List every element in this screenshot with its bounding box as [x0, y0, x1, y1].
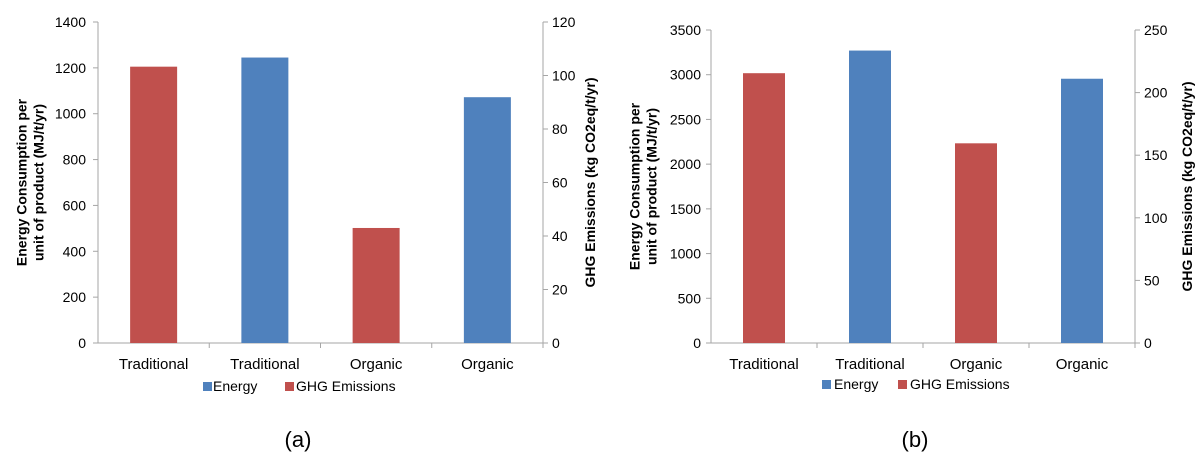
chart1: 0 200 400 600 800 1000 1200 1400 0 20 40 60 80 100 120… — [14, 14, 599, 452]
chart2-y2-tick-label: 50 — [1144, 272, 1160, 288]
chart2-category-label: Traditional — [835, 356, 904, 373]
chart1-y2-tick-label: 100 — [552, 68, 576, 84]
chart2-category-label: Traditional — [729, 356, 798, 373]
chart2-energy-bar — [1061, 78, 1103, 343]
chart2-y-axis-title-line: Energy Consumption per — [627, 102, 643, 270]
chart1-y-tick-label: 1000 — [55, 106, 86, 122]
chart1-y2-tick-label: 60 — [552, 175, 568, 191]
chart2-y2-tick-label: 150 — [1144, 147, 1168, 163]
chart1-y2-axis-title: GHG Emissions (kg CO2eq/t/yr) — [582, 77, 598, 287]
chart1-y2-tick-label: 80 — [552, 121, 568, 137]
chart1-y2-tick-label: 20 — [552, 282, 568, 298]
chart2-y-axis-title-line: unit of product (MJ/t/yr) — [644, 108, 660, 265]
chart1-y-axis-title: Energy Consumption per unit of product (M… — [14, 98, 47, 266]
chart2-legend-swatch — [898, 380, 907, 389]
chart2-y-tick-label: 2500 — [670, 111, 701, 127]
chart1-y-tick-label: 600 — [63, 197, 87, 213]
chart1-caption: (a) — [285, 427, 312, 452]
chart1-ghg-emissions-bar — [130, 66, 178, 344]
chart2-legend: Energy GHG Emissions — [822, 376, 1010, 392]
chart2-legend-label: GHG Emissions — [910, 376, 1010, 392]
chart1-y-tick-label: 800 — [63, 152, 87, 168]
chart2-category-label: Organic — [950, 356, 1003, 373]
chart2-caption: (b) — [902, 427, 929, 452]
chart2-category-label: Organic — [1056, 356, 1109, 373]
chart1-legend-label: Energy — [213, 378, 257, 394]
chart2-y-tick-label: 2000 — [670, 156, 701, 172]
chart2-ghg-emissions-bar — [743, 73, 785, 343]
chart1-legend: Energy GHG Emissions — [203, 378, 396, 394]
chart1-y-tick-label: 0 — [78, 335, 86, 351]
chart1-y-axis-title-line: Energy Consumption per — [14, 98, 30, 266]
chart1-ghg-emissions-bar — [352, 227, 400, 343]
chart2-y-tick-label: 3000 — [670, 67, 701, 83]
chart2: 0 500 1000 1500 2000 2500 3000 3500 0 50 100 150 200… — [627, 22, 1196, 452]
chart1-legend-label: GHG Emissions — [296, 378, 396, 394]
chart2-legend-label: Energy — [834, 376, 878, 392]
chart2-energy-bar — [849, 50, 891, 343]
chart2-legend-swatch — [822, 380, 831, 389]
chart2-y-tick-label: 1000 — [670, 246, 701, 262]
chart2-y-tick-label: 1500 — [670, 201, 701, 217]
chart2-ghg-emissions-bar — [955, 143, 997, 343]
chart1-y-tick-label: 200 — [63, 289, 87, 305]
chart2-y2-tick-label: 100 — [1144, 210, 1168, 226]
chart2-y2-axis-title-line: GHG Emissions (kg CO2eq/t/yr) — [1179, 81, 1195, 291]
chart1-y2-tick-label: 40 — [552, 228, 568, 244]
chart1-y-tick-label: 1400 — [55, 14, 86, 30]
chart2-y2-tick-label: 250 — [1144, 22, 1168, 38]
chart2-y-tick-label: 3500 — [670, 22, 701, 38]
chart2-y-tick-label: 500 — [678, 290, 702, 306]
chart2-y-axis-title: Energy Consumption per unit of product (M… — [627, 102, 660, 270]
chart1-y-axis-title-line: unit of product (MJ/t/yr) — [31, 104, 47, 261]
chart1-energy-bar — [241, 57, 289, 344]
chart1-category-label: Traditional — [119, 356, 188, 373]
chart2-y-tick-label: 0 — [693, 335, 701, 351]
chart1-y-tick-label: 1200 — [55, 60, 86, 76]
chart1-legend-swatch — [285, 382, 294, 391]
chart1-category-label: Traditional — [230, 356, 299, 373]
chart1-y-tick-label: 400 — [63, 243, 87, 259]
chart2-y2-tick-label: 0 — [1144, 335, 1152, 351]
chart1-category-label: Organic — [350, 356, 403, 373]
chart1-y2-axis-title-line: GHG Emissions (kg CO2eq/t/yr) — [582, 77, 598, 287]
chart1-category-label: Organic — [461, 356, 514, 373]
chart1-y2-tick-label: 0 — [552, 335, 560, 351]
chart1-legend-swatch — [203, 382, 212, 391]
chart2-y2-tick-label: 200 — [1144, 85, 1168, 101]
chart2-y2-axis-title: GHG Emissions (kg CO2eq/t/yr) — [1179, 81, 1195, 291]
chart1-energy-bar — [463, 97, 511, 343]
chart1-y2-tick-label: 120 — [552, 14, 576, 30]
